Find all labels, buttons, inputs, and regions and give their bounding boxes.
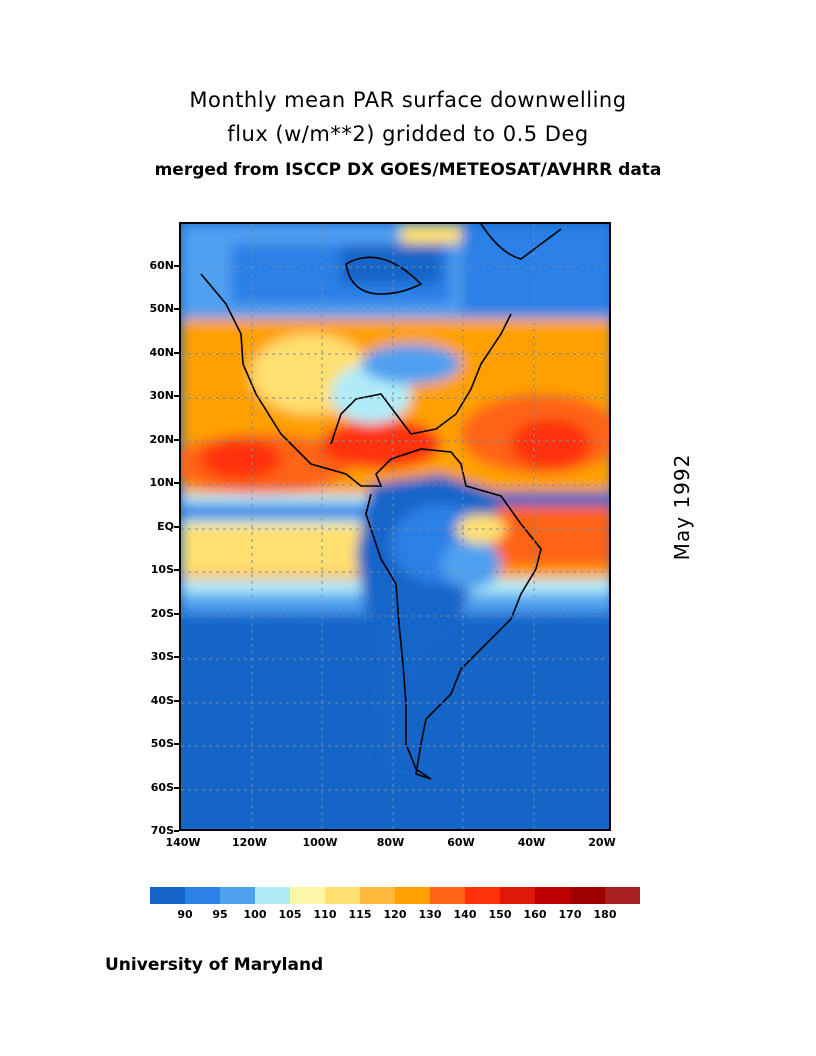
lat-label: 70S [150, 824, 174, 837]
colorbar-swatch [500, 887, 535, 904]
lat-label: 60S [150, 780, 174, 794]
lon-label: 60W [447, 836, 475, 849]
coastlines [200, 224, 562, 780]
lon-label: 40W [517, 836, 546, 849]
lat-label: 40N [149, 345, 174, 359]
colorbar-swatch [360, 887, 395, 904]
lat-tick [174, 395, 179, 397]
lat-label: 30S [150, 650, 174, 663]
lat-label: 10S [150, 563, 174, 576]
lat-label: 50S [150, 737, 174, 750]
lat-label: 30N [149, 389, 174, 402]
colorbar-label: 115 [348, 908, 372, 921]
lat-tick [174, 438, 179, 441]
colorbar-swatch [150, 887, 185, 904]
lat-tick [174, 656, 179, 658]
lat-tick [174, 699, 179, 702]
lon-label: 120W [231, 836, 268, 849]
colorbar-swatch [325, 887, 360, 904]
colorbar-label: 95 [212, 908, 228, 921]
colorbar [150, 887, 640, 904]
lat-label: 60N [149, 258, 174, 272]
date-label: May 1992 [670, 453, 694, 561]
lon-label: 100W [302, 836, 338, 849]
colorbar-swatch [465, 887, 500, 904]
lat-label: EQ [157, 519, 174, 533]
colorbar-label: 180 [593, 908, 617, 921]
colorbar-swatch [570, 887, 605, 904]
colorbar-label: 105 [278, 908, 302, 921]
colorbar-label: 170 [558, 908, 582, 921]
lon-label: 20W [588, 836, 616, 849]
lat-tick [174, 525, 179, 528]
lat-label: 20N [149, 432, 174, 446]
colorbar-swatch [430, 887, 465, 904]
title-line-3: merged from ISCCP DX GOES/METEOSAT/AVHRR… [154, 160, 662, 180]
colorbar-label: 100 [243, 908, 267, 921]
colorbar-swatch [535, 887, 570, 904]
colorbar-swatch [220, 887, 255, 904]
lon-label: 140W [165, 836, 201, 849]
colorbar-label: 140 [453, 908, 477, 921]
colorbar-swatch [290, 887, 325, 904]
lat-tick [174, 308, 179, 310]
colorbar-label: 120 [383, 908, 407, 921]
lat-tick [174, 743, 179, 745]
lat-tick [174, 612, 179, 615]
lat-label: 50N [149, 302, 174, 315]
title-line-2: flux (w/m**2) gridded to 0.5 Deg [227, 122, 589, 146]
colorbar-label: 110 [313, 908, 337, 921]
lat-tick [174, 830, 179, 832]
colorbar-label: 90 [177, 908, 193, 921]
lon-label: 80W [376, 836, 405, 849]
lat-tick [174, 482, 179, 484]
par-flux-map [179, 222, 611, 831]
colorbar-swatch [395, 887, 430, 904]
credit-label: University of Maryland [105, 955, 324, 975]
lat-tick [174, 351, 179, 354]
colorbar-label: 150 [488, 908, 512, 921]
lat-label: 20S [150, 606, 174, 620]
title-line-1: Monthly mean PAR surface downwelling [189, 88, 627, 112]
colorbar-swatch [185, 887, 220, 904]
graticule [181, 224, 609, 829]
lat-tick [174, 569, 179, 571]
lat-label: 10N [149, 476, 174, 489]
lat-tick [174, 786, 179, 789]
lat-tick [174, 264, 179, 267]
lat-label: 40S [150, 693, 174, 707]
colorbar-swatch [255, 887, 290, 904]
colorbar-label: 130 [418, 908, 442, 921]
colorbar-swatch [605, 887, 640, 904]
map-canvas [181, 224, 609, 829]
colorbar-label: 160 [523, 908, 547, 921]
